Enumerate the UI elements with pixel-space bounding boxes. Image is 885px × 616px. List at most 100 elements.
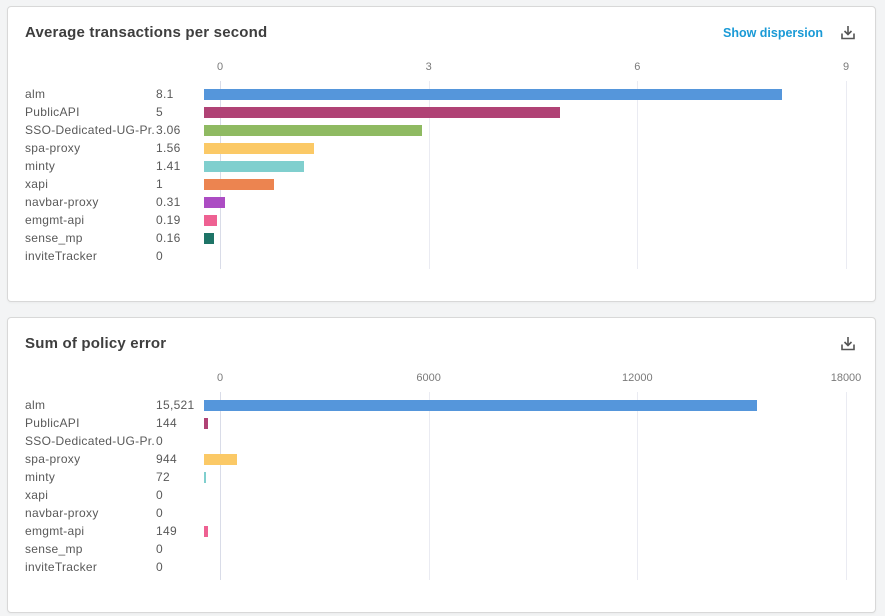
chart-row: minty 72 xyxy=(8,468,875,486)
value-label: 0 xyxy=(156,249,163,263)
bar[interactable] xyxy=(204,417,209,429)
bar-track xyxy=(203,193,846,211)
axis-tick-label: 0 xyxy=(216,372,224,384)
rows-wrap: alm 8.1 PublicAPI 5 SSO-Dedicated-UG-Pr... 3.… xyxy=(8,81,875,269)
value-label: 149 xyxy=(156,524,177,538)
bar-track xyxy=(203,247,846,265)
value-label: 0 xyxy=(156,542,163,556)
value-label: 944 xyxy=(156,452,177,466)
value-label: 1.41 xyxy=(156,159,181,173)
bar-track xyxy=(203,211,846,229)
bar-track xyxy=(203,486,846,504)
value-label: 15,521 xyxy=(156,398,195,412)
category-label: navbar-proxy xyxy=(25,506,99,520)
bar[interactable] xyxy=(204,453,237,465)
value-label: 0 xyxy=(156,560,163,574)
category-label: spa-proxy xyxy=(25,452,81,466)
chart-row: inviteTracker 0 xyxy=(8,247,875,265)
category-label: xapi xyxy=(25,177,49,191)
category-label: spa-proxy xyxy=(25,141,81,155)
axis-ticks: 0 3 6 9 xyxy=(216,61,849,75)
chart-row: alm 15,521 xyxy=(8,396,875,414)
bar-track xyxy=(203,540,846,558)
bar[interactable] xyxy=(204,196,226,208)
download-icon xyxy=(841,337,855,351)
chart-title: Sum of policy error xyxy=(25,335,167,352)
category-label: inviteTracker xyxy=(25,249,98,263)
chart-row: emgmt-api 149 xyxy=(8,522,875,540)
value-label: 72 xyxy=(156,470,170,484)
chart-row: alm 8.1 xyxy=(8,85,875,103)
bar[interactable] xyxy=(204,399,758,411)
bar[interactable] xyxy=(204,106,561,118)
show-dispersion-link[interactable]: Show dispersion xyxy=(722,26,823,40)
category-label: SSO-Dedicated-UG-Pr... xyxy=(25,123,156,137)
category-label: PublicAPI xyxy=(25,105,80,119)
chart-card-avg-transactions: Average transactions per second Show dis… xyxy=(7,6,876,302)
bar[interactable] xyxy=(204,471,206,483)
chart-rows: alm 8.1 PublicAPI 5 SSO-Dedicated-UG-Pr... 3.… xyxy=(8,85,875,265)
card-header: Sum of policy error xyxy=(8,318,875,362)
chart-row: PublicAPI 5 xyxy=(8,103,875,121)
card-header: Average transactions per second Show dis… xyxy=(8,7,875,51)
chart-row: navbar-proxy 0.31 xyxy=(8,193,875,211)
category-label: SSO-Dedicated-UG-Pr... xyxy=(25,434,156,448)
category-label: alm xyxy=(25,87,46,101)
bar-track xyxy=(203,468,846,486)
bar-track xyxy=(203,432,846,450)
chart-row: xapi 1 xyxy=(8,175,875,193)
bar-track xyxy=(203,121,846,139)
axis-tick-label: 0 xyxy=(216,61,224,73)
bar[interactable] xyxy=(204,160,304,172)
chart-row: PublicAPI 144 xyxy=(8,414,875,432)
category-label: minty xyxy=(25,159,56,173)
chart-row: SSO-Dedicated-UG-Pr... 3.06 xyxy=(8,121,875,139)
download-button[interactable] xyxy=(839,24,857,42)
bar-track xyxy=(203,103,846,121)
axis-tick-label: 6 xyxy=(634,61,641,73)
bar[interactable] xyxy=(204,232,215,244)
download-button[interactable] xyxy=(839,335,857,353)
value-label: 5 xyxy=(156,105,163,119)
bar-track xyxy=(203,396,846,414)
value-label: 0 xyxy=(156,488,163,502)
bar-track xyxy=(203,414,846,432)
bar-track xyxy=(203,139,846,157)
chart-card-policy-error: Sum of policy error 0 6000 12000 18000 alm 1… xyxy=(7,317,876,613)
bar-track xyxy=(203,175,846,193)
value-label: 8.1 xyxy=(156,87,174,101)
card-actions: Show dispersion xyxy=(723,24,857,42)
chart-row: spa-proxy 1.56 xyxy=(8,139,875,157)
axis-tick-label: 6000 xyxy=(416,372,441,384)
value-label: 144 xyxy=(156,416,177,430)
bar[interactable] xyxy=(204,525,209,537)
category-label: sense_mp xyxy=(25,542,83,556)
card-actions xyxy=(839,335,857,353)
category-label: xapi xyxy=(25,488,49,502)
chart-row: minty 1.41 xyxy=(8,157,875,175)
bar-track xyxy=(203,157,846,175)
chart-row: sense_mp 0 xyxy=(8,540,875,558)
chart-rows: alm 15,521 PublicAPI 144 SSO-Dedicated-UG-Pr… xyxy=(8,396,875,576)
rows-wrap: alm 15,521 PublicAPI 144 SSO-Dedicated-UG-Pr… xyxy=(8,392,875,580)
bar-track xyxy=(203,85,846,103)
chart-row: navbar-proxy 0 xyxy=(8,504,875,522)
category-label: emgmt-api xyxy=(25,213,85,227)
value-label: 0 xyxy=(156,434,163,448)
bar[interactable] xyxy=(204,142,315,154)
category-label: navbar-proxy xyxy=(25,195,99,209)
download-icon xyxy=(841,26,855,40)
bar[interactable] xyxy=(204,178,275,190)
bar[interactable] xyxy=(204,214,217,226)
bar[interactable] xyxy=(204,88,782,100)
bar-track xyxy=(203,558,846,576)
category-label: sense_mp xyxy=(25,231,83,245)
bar[interactable] xyxy=(204,124,422,136)
chart-row: emgmt-api 0.19 xyxy=(8,211,875,229)
category-label: inviteTracker xyxy=(25,560,98,574)
chart-title: Average transactions per second xyxy=(25,24,268,41)
axis-tick-label: 3 xyxy=(425,61,432,73)
value-label: 0 xyxy=(156,506,163,520)
value-label: 1.56 xyxy=(156,141,181,155)
